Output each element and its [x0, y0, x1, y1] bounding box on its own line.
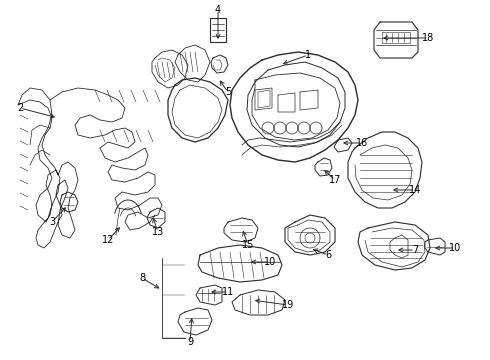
Text: 13: 13: [152, 227, 164, 237]
Text: 15: 15: [242, 240, 254, 250]
Text: 18: 18: [422, 33, 434, 43]
Text: 11: 11: [222, 287, 234, 297]
Text: 4: 4: [215, 5, 221, 15]
Text: 2: 2: [17, 103, 23, 113]
Text: 8: 8: [139, 273, 145, 283]
Text: 1: 1: [305, 50, 311, 60]
Text: 6: 6: [325, 250, 331, 260]
Text: 10: 10: [264, 257, 276, 267]
Text: 7: 7: [412, 245, 418, 255]
Text: 10: 10: [449, 243, 461, 253]
Text: 16: 16: [356, 138, 368, 148]
Text: 3: 3: [49, 217, 55, 227]
Text: 5: 5: [225, 87, 231, 97]
Text: 9: 9: [187, 337, 193, 347]
Text: 12: 12: [102, 235, 114, 245]
Text: 14: 14: [409, 185, 421, 195]
Text: 19: 19: [282, 300, 294, 310]
Text: 17: 17: [329, 175, 341, 185]
